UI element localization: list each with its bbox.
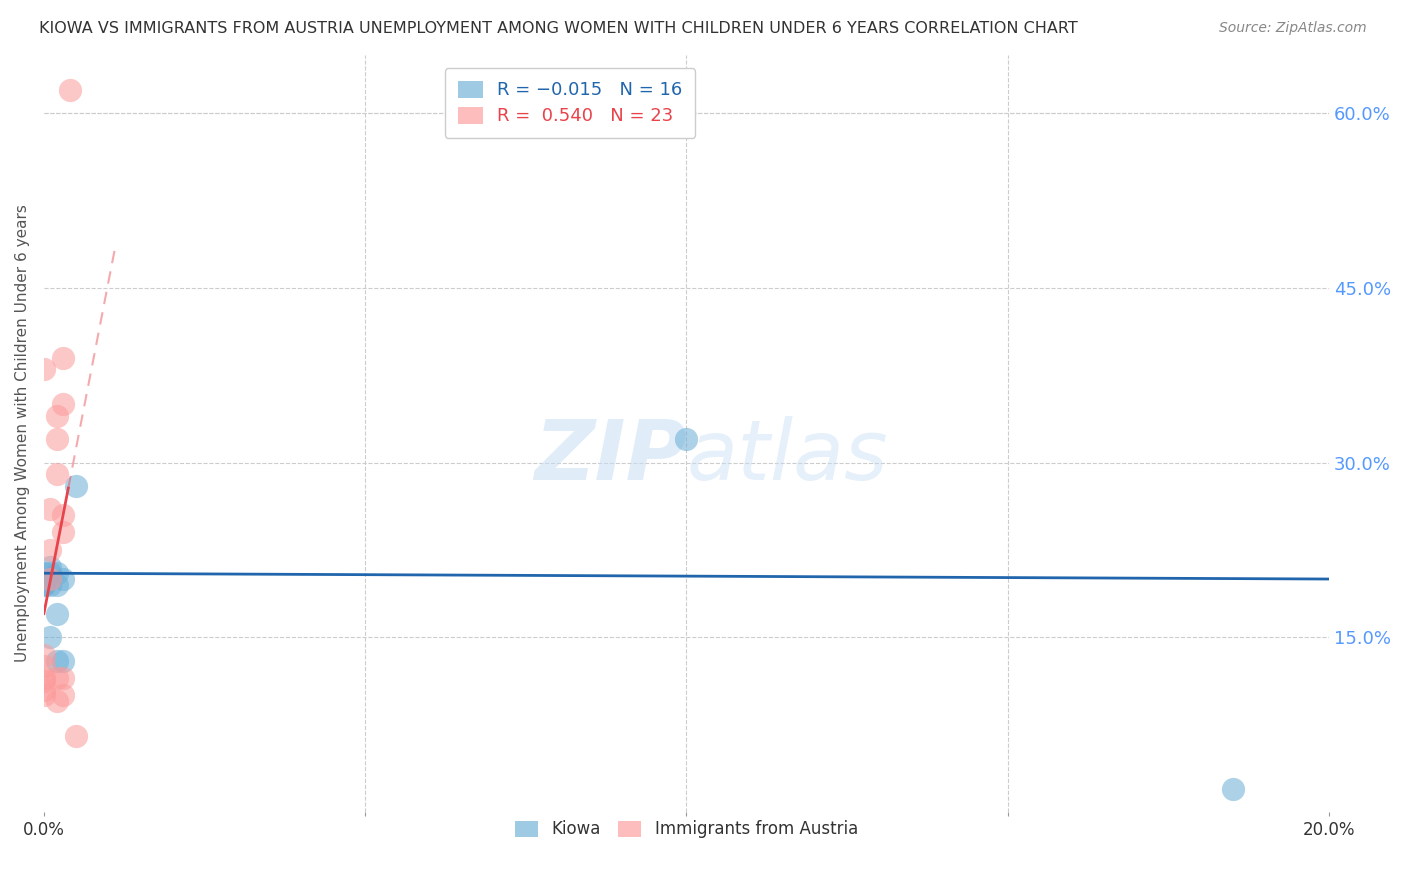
- Point: [32, 648, 55, 662]
- Legend: Kiowa, Immigrants from Austria: Kiowa, Immigrants from Austria: [509, 814, 865, 845]
- Point: [52, 351, 75, 365]
- Point: [32, 578, 55, 592]
- Text: ZIP: ZIP: [534, 416, 686, 497]
- Point: [675, 433, 697, 447]
- Point: [45, 409, 67, 423]
- Point: [1222, 781, 1244, 796]
- Point: [39, 630, 62, 644]
- Point: [39, 543, 62, 558]
- Point: [45, 607, 67, 621]
- Point: [32, 682, 55, 697]
- Point: [39, 572, 62, 586]
- Text: KIOWA VS IMMIGRANTS FROM AUSTRIA UNEMPLOYMENT AMONG WOMEN WITH CHILDREN UNDER 6 : KIOWA VS IMMIGRANTS FROM AUSTRIA UNEMPLO…: [39, 21, 1078, 36]
- Point: [32, 674, 55, 689]
- Point: [45, 433, 67, 447]
- Point: [52, 689, 75, 703]
- Point: [52, 508, 75, 522]
- Point: [32, 659, 55, 673]
- Point: [58, 83, 80, 97]
- Text: Source: ZipAtlas.com: Source: ZipAtlas.com: [1219, 21, 1367, 35]
- Point: [32, 566, 55, 581]
- Point: [45, 654, 67, 668]
- Point: [32, 671, 55, 685]
- Point: [45, 671, 67, 685]
- Point: [39, 560, 62, 574]
- Point: [52, 572, 75, 586]
- Point: [45, 578, 67, 592]
- Point: [52, 654, 75, 668]
- Point: [65, 479, 87, 493]
- Y-axis label: Unemployment Among Women with Children Under 6 years: Unemployment Among Women with Children U…: [15, 204, 30, 663]
- Point: [39, 566, 62, 581]
- Point: [52, 671, 75, 685]
- Point: [45, 467, 67, 482]
- Point: [32, 689, 55, 703]
- Text: atlas: atlas: [686, 416, 889, 497]
- Point: [45, 566, 67, 581]
- Point: [52, 525, 75, 540]
- Point: [39, 578, 62, 592]
- Point: [32, 578, 55, 592]
- Point: [52, 397, 75, 411]
- Point: [45, 694, 67, 708]
- Point: [65, 729, 87, 743]
- Point: [39, 502, 62, 516]
- Point: [32, 362, 55, 376]
